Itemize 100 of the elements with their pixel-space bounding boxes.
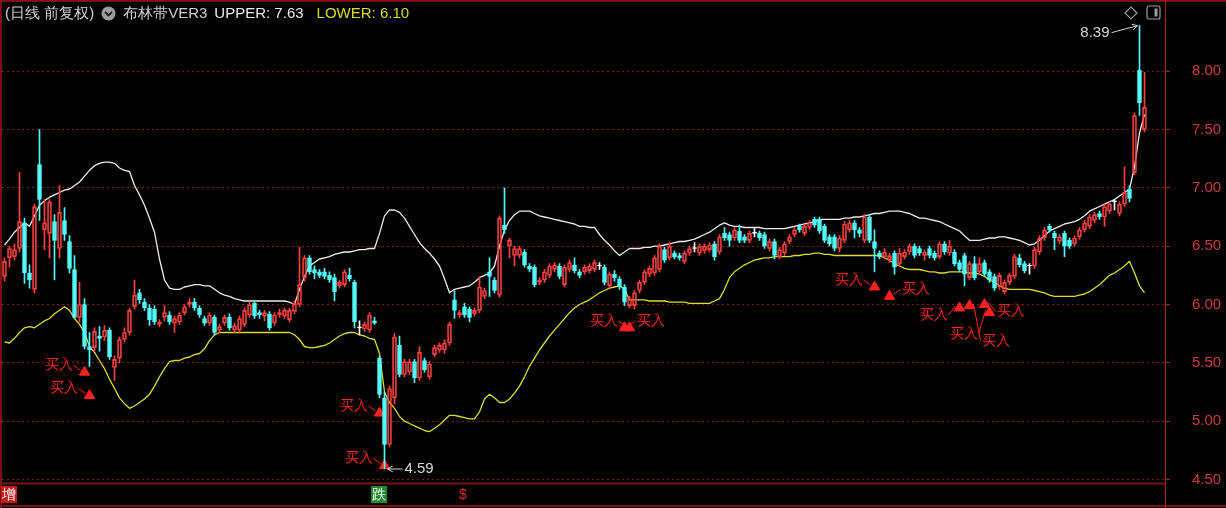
candlestick <box>1112 199 1117 211</box>
data-label: 买入 <box>589 311 618 328</box>
candlestick <box>877 250 882 260</box>
candlestick <box>872 229 877 273</box>
candlestick <box>267 311 272 331</box>
candlestick <box>927 245 932 259</box>
data-label: 买入 <box>344 449 373 466</box>
text: LOWER: 6.10 <box>316 3 410 23</box>
candlestick <box>712 241 717 261</box>
data-label: 买入 <box>996 302 1025 319</box>
candlestick <box>72 255 77 319</box>
candlestick <box>347 268 352 282</box>
data-label: 买入 <box>919 305 948 322</box>
data-label: 买入 <box>949 324 978 341</box>
candlestick <box>97 326 102 352</box>
candlestick <box>812 216 817 228</box>
candlestick <box>612 270 617 282</box>
candlestick <box>37 129 42 221</box>
data-label: 买入 <box>834 270 863 287</box>
candlestick <box>152 305 157 325</box>
candlestick <box>742 234 747 243</box>
candlestick <box>677 252 682 261</box>
text: 跌 <box>371 486 387 503</box>
candlestick <box>192 298 197 311</box>
candlestick <box>1137 25 1142 116</box>
data-label: 买入 <box>981 331 1010 348</box>
candlestick <box>377 355 382 399</box>
candlestick <box>397 335 402 378</box>
candlestick <box>597 262 602 270</box>
candlestick <box>982 259 987 277</box>
y-tick-label: 6.00 <box>1192 294 1222 312</box>
data-label: 买入 <box>49 379 78 396</box>
candlestick <box>202 315 207 326</box>
candlestick <box>572 257 577 274</box>
candlestick <box>772 238 777 260</box>
data-label: 买入 <box>901 280 930 297</box>
candlestick <box>737 224 742 243</box>
y-tick-label: 8.00 <box>1192 61 1222 79</box>
candlestick <box>577 269 582 278</box>
point <box>83 389 96 399</box>
candlestick <box>602 264 607 285</box>
candlestick <box>722 227 727 241</box>
candlestick <box>412 359 417 383</box>
candlestick <box>962 252 967 287</box>
candlestick <box>917 245 922 256</box>
candlestick <box>467 306 472 323</box>
y-tick-label: 7.00 <box>1192 177 1222 195</box>
annotation: 4.59 <box>404 459 434 477</box>
candlestick <box>527 263 532 273</box>
candlestick <box>822 223 827 243</box>
chart-subtitle: 布林带VER3 <box>123 3 208 23</box>
candlestick <box>957 259 962 273</box>
y-tick-label: 4.50 <box>1192 469 1222 487</box>
candlestick <box>327 271 332 283</box>
candlestick <box>107 327 112 360</box>
candlestick <box>197 305 202 318</box>
candlestick <box>167 311 172 325</box>
candlestick <box>532 264 537 288</box>
data-label: 买入 <box>44 356 73 373</box>
y-tick-label: 5.00 <box>1192 411 1222 429</box>
candlestick <box>352 279 357 329</box>
y-tick-label: 5.50 <box>1192 352 1222 370</box>
candlestick <box>307 255 312 275</box>
candlestick <box>832 234 837 252</box>
data-label: 买入 <box>339 396 368 413</box>
point <box>983 306 996 317</box>
candlestick <box>557 263 562 280</box>
point <box>883 289 896 300</box>
candlestick <box>27 264 32 289</box>
candlestick <box>52 214 57 281</box>
y-tick-label: 7.50 <box>1192 119 1222 137</box>
candlestick <box>852 220 857 239</box>
candlestick <box>487 257 492 297</box>
candlestick <box>312 265 317 280</box>
candlestick <box>622 284 627 306</box>
candlestick <box>972 256 977 281</box>
candlestick <box>762 231 767 249</box>
candlestick <box>332 273 337 302</box>
candlestick <box>817 216 822 234</box>
candlestick <box>912 243 917 259</box>
annotation: 8.39 <box>1080 22 1110 40</box>
candlestick <box>22 217 27 284</box>
candlestick <box>942 241 947 255</box>
candlestick <box>382 391 387 470</box>
point <box>978 298 991 308</box>
candlestick <box>1017 254 1022 268</box>
candlestick <box>1047 223 1052 233</box>
candlestick <box>452 290 457 319</box>
text: 增 <box>1 486 17 503</box>
candlestick <box>502 187 507 234</box>
candlestick <box>672 250 677 260</box>
data-label: 买入 <box>636 311 665 328</box>
candlestick <box>522 249 527 268</box>
point <box>963 299 976 310</box>
candlestick <box>727 231 732 247</box>
candlestick <box>147 304 152 326</box>
candlestick <box>992 273 997 291</box>
candlestick <box>757 230 762 241</box>
candlestick <box>617 276 622 290</box>
candlestick <box>87 332 92 367</box>
